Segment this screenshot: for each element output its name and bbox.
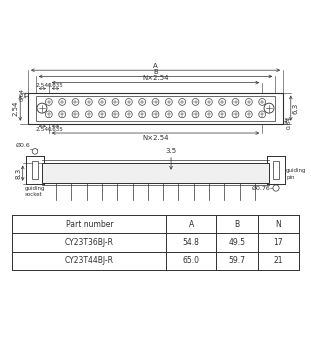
Text: guiding
pin: guiding pin xyxy=(286,168,307,180)
Text: Part number: Part number xyxy=(66,220,113,229)
Text: 3.5: 3.5 xyxy=(165,148,177,154)
Circle shape xyxy=(125,98,132,105)
Circle shape xyxy=(32,148,38,154)
Bar xyxy=(272,161,279,179)
Circle shape xyxy=(273,185,279,191)
Circle shape xyxy=(205,98,212,105)
Text: 49.5: 49.5 xyxy=(229,238,246,247)
Circle shape xyxy=(165,98,172,105)
Circle shape xyxy=(179,98,186,105)
Text: 6.3: 6.3 xyxy=(292,103,298,114)
Circle shape xyxy=(112,98,119,105)
Text: 0.635: 0.635 xyxy=(48,127,63,132)
Circle shape xyxy=(179,111,186,118)
Circle shape xyxy=(259,98,266,105)
Circle shape xyxy=(245,98,252,105)
Circle shape xyxy=(152,98,159,105)
Text: 2.54: 2.54 xyxy=(36,127,49,132)
Text: CY23T44BJ-R: CY23T44BJ-R xyxy=(65,256,114,265)
Text: N×2.54: N×2.54 xyxy=(142,75,169,81)
Circle shape xyxy=(192,98,199,105)
Circle shape xyxy=(264,103,274,113)
Bar xyxy=(28,93,283,124)
Text: 0.635: 0.635 xyxy=(48,83,63,88)
Text: 0.64: 0.64 xyxy=(19,88,24,101)
Text: 21: 21 xyxy=(274,256,283,265)
Text: N×2.54: N×2.54 xyxy=(142,134,169,141)
Text: N: N xyxy=(276,220,281,229)
Text: 65.0: 65.0 xyxy=(183,256,200,265)
Text: 2.54: 2.54 xyxy=(13,100,19,116)
Text: 0.64: 0.64 xyxy=(287,116,292,129)
Text: 17: 17 xyxy=(274,238,283,247)
Text: B: B xyxy=(153,69,158,75)
Circle shape xyxy=(112,111,119,118)
Text: Ø0.76: Ø0.76 xyxy=(251,186,270,190)
Circle shape xyxy=(125,111,132,118)
Circle shape xyxy=(232,111,239,118)
Circle shape xyxy=(45,98,52,105)
Circle shape xyxy=(86,98,92,105)
Text: 54.8: 54.8 xyxy=(183,238,200,247)
Bar xyxy=(32,161,38,179)
Circle shape xyxy=(152,111,159,118)
Circle shape xyxy=(37,103,47,113)
Bar xyxy=(36,96,275,120)
Circle shape xyxy=(86,111,92,118)
Circle shape xyxy=(245,111,252,118)
Text: A: A xyxy=(153,63,158,69)
Circle shape xyxy=(72,98,79,105)
Text: guiding
socket: guiding socket xyxy=(25,186,45,197)
Text: A: A xyxy=(189,220,194,229)
Circle shape xyxy=(99,98,106,105)
Circle shape xyxy=(165,111,172,118)
Circle shape xyxy=(139,111,146,118)
Text: CY23T36BJ-R: CY23T36BJ-R xyxy=(65,238,114,247)
Text: B: B xyxy=(234,220,240,229)
Bar xyxy=(42,162,269,183)
Circle shape xyxy=(192,111,199,118)
Circle shape xyxy=(219,98,225,105)
Circle shape xyxy=(219,111,225,118)
Circle shape xyxy=(99,111,106,118)
Text: 2.54: 2.54 xyxy=(36,83,49,88)
Circle shape xyxy=(45,111,52,118)
Circle shape xyxy=(205,111,212,118)
Text: 59.7: 59.7 xyxy=(229,256,246,265)
Circle shape xyxy=(59,111,66,118)
Circle shape xyxy=(59,98,66,105)
Text: 8.3: 8.3 xyxy=(15,168,21,179)
Circle shape xyxy=(232,98,239,105)
Circle shape xyxy=(139,98,146,105)
Circle shape xyxy=(72,111,79,118)
Text: Ø0.6: Ø0.6 xyxy=(15,143,30,148)
Circle shape xyxy=(259,111,266,118)
